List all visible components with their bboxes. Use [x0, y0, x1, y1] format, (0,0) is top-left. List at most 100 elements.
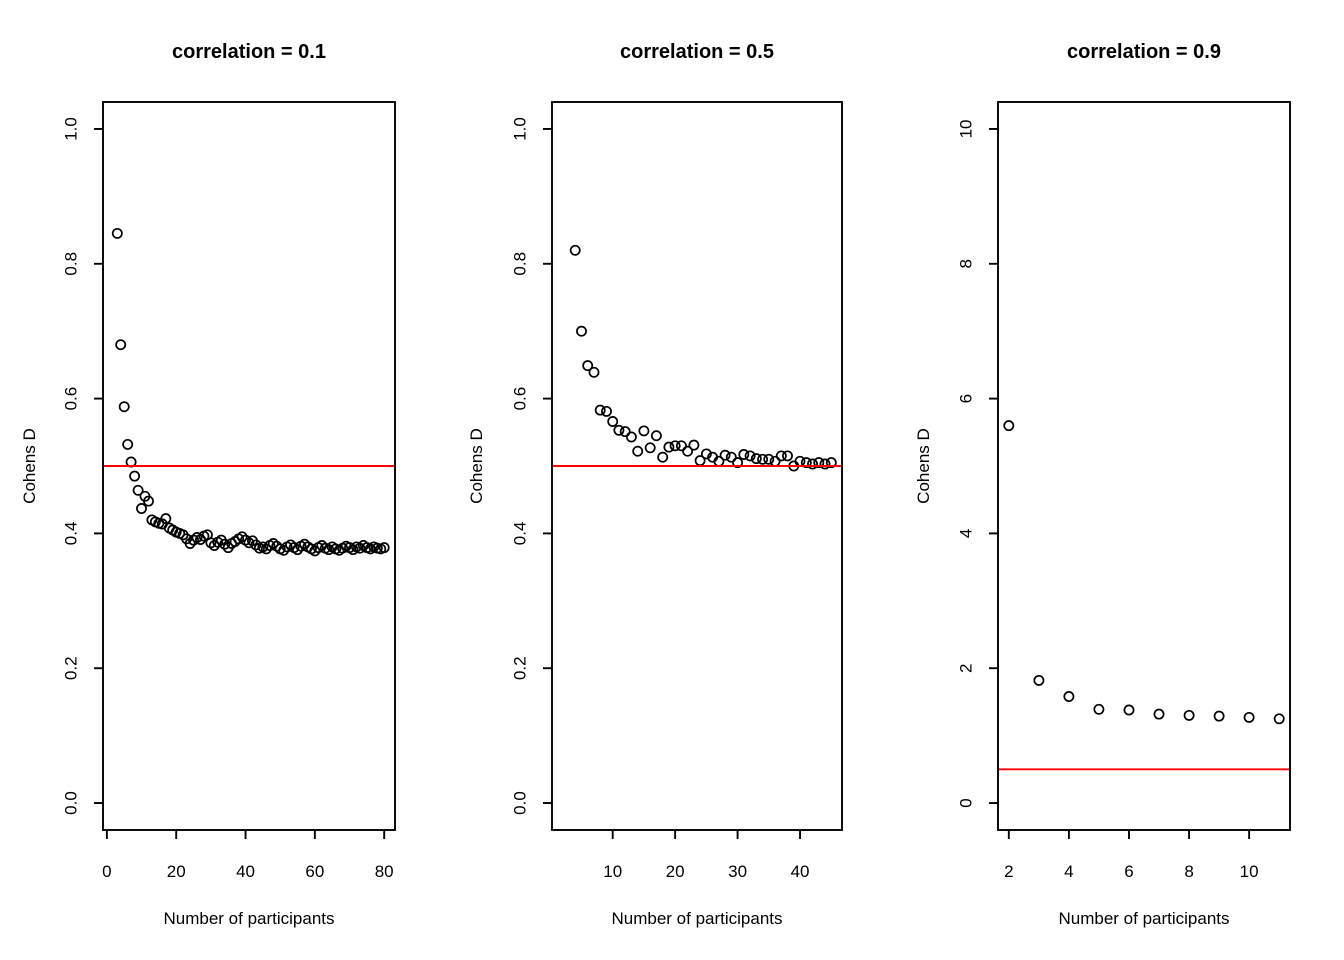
data-point — [569, 244, 581, 256]
panel3-title: correlation = 0.9 — [1067, 41, 1221, 63]
data-point — [219, 538, 231, 550]
data-point — [1243, 711, 1255, 723]
data-point — [738, 449, 750, 460]
x-tick-label: 2 — [1004, 862, 1013, 881]
plot-box — [997, 101, 1291, 831]
x-tick-label: 8 — [1184, 862, 1193, 881]
data-point — [208, 540, 220, 551]
data-point — [800, 457, 812, 469]
data-point — [632, 445, 644, 457]
data-point — [807, 458, 818, 470]
panel1-x-axis-label: Number of participants — [163, 909, 335, 928]
panel-3: 2 4 6 8 10 0 2 4 6 8 10 — [957, 101, 1291, 881]
panel3-x-axis-label: Number of participants — [1058, 909, 1230, 928]
data-point — [250, 539, 262, 551]
y-tick-label: 0.2 — [511, 656, 530, 680]
data-point — [260, 543, 272, 555]
x-tick-label: 40 — [236, 862, 255, 881]
panel2-title: correlation = 0.5 — [620, 41, 774, 63]
x-tick-label: 4 — [1064, 862, 1073, 881]
data-point — [1123, 704, 1135, 716]
y-tick-label: 6 — [957, 394, 976, 403]
x-tick-label: 6 — [1124, 862, 1133, 881]
data-point — [657, 451, 669, 463]
x-tick-label: 30 — [728, 862, 747, 881]
x-tick-label: 10 — [1240, 862, 1259, 881]
data-point — [700, 448, 712, 460]
data-point — [769, 455, 781, 467]
data-point — [638, 425, 650, 437]
data-point — [1273, 713, 1285, 725]
data-point — [669, 440, 681, 452]
data-point — [1183, 709, 1195, 721]
panel1-title: correlation = 0.1 — [172, 41, 326, 63]
data-point — [122, 438, 134, 450]
x-tick-label: 80 — [375, 862, 394, 881]
data-point — [378, 542, 390, 554]
y-tick-label: 0.6 — [62, 387, 81, 411]
plot-box — [102, 101, 396, 831]
data-point — [1063, 691, 1075, 702]
data-point — [644, 442, 656, 454]
panel2-x-axis-label: Number of participants — [611, 909, 783, 928]
data-point — [1033, 674, 1045, 686]
data-point — [663, 441, 675, 453]
y-tick-label: 1.0 — [62, 117, 81, 141]
data-point — [813, 457, 825, 469]
data-point — [160, 513, 172, 525]
y-tick-label: 2 — [957, 663, 976, 672]
data-point — [675, 440, 687, 452]
data-point — [725, 451, 737, 463]
plot-box — [551, 101, 843, 831]
y-tick-label: 0.8 — [511, 252, 530, 276]
data-point — [292, 544, 303, 556]
x-tick-label: 20 — [167, 862, 186, 881]
y-tick-label: 0 — [957, 798, 976, 807]
panel-1: 0 20 40 60 80 0.0 0.2 0.4 0.6 0.8 1.0 — [62, 101, 396, 881]
data-point — [607, 416, 619, 427]
y-tick-label: 0.8 — [62, 252, 81, 276]
data-point — [744, 450, 756, 462]
data-point — [129, 470, 141, 482]
data-point — [582, 360, 594, 372]
y-tick-label: 0.4 — [511, 522, 530, 546]
data-point — [757, 453, 769, 465]
data-point — [688, 439, 700, 451]
panel-2: 10 20 30 40 0.0 0.2 0.4 0.6 0.8 1.0 — [511, 101, 843, 881]
data-point — [613, 424, 625, 436]
y-tick-label: 8 — [957, 259, 976, 268]
x-tick-label: 0 — [102, 862, 111, 881]
data-point — [594, 404, 606, 416]
data-point — [750, 453, 762, 465]
y-tick-label: 1.0 — [511, 117, 530, 141]
data-point — [1003, 420, 1015, 432]
x-tick-label: 10 — [603, 862, 622, 881]
data-point — [184, 538, 196, 549]
data-point — [1093, 703, 1105, 715]
y-tick-label: 0.6 — [511, 387, 530, 411]
data-point — [682, 445, 694, 457]
data-point — [1153, 708, 1165, 720]
data-point — [118, 401, 130, 413]
data-point — [236, 531, 248, 543]
data-point — [650, 430, 662, 442]
data-point — [115, 339, 127, 351]
x-tick-label: 60 — [305, 862, 324, 881]
x-tick-label: 40 — [791, 862, 810, 881]
y-tick-label: 10 — [957, 120, 976, 139]
data-point — [775, 450, 787, 462]
data-point — [825, 457, 837, 469]
data-point — [588, 366, 600, 378]
data-point — [576, 325, 587, 337]
data-point — [763, 453, 775, 465]
data-point — [309, 545, 321, 557]
data-point — [601, 405, 612, 417]
y-tick-label: 4 — [957, 529, 976, 538]
data-point — [205, 537, 217, 549]
data-point — [136, 503, 147, 514]
x-tick-label: 20 — [666, 862, 685, 881]
data-point — [1213, 710, 1225, 722]
data-point — [143, 495, 154, 507]
data-point — [794, 455, 806, 467]
